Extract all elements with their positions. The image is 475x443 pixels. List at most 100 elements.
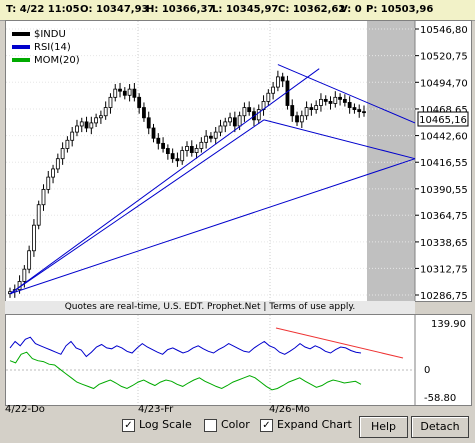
color-checkbox[interactable]: Color xyxy=(204,418,250,432)
mom-line xyxy=(9,351,362,391)
candle-body xyxy=(299,115,304,123)
candle-body xyxy=(280,76,285,82)
price-chart-panel[interactable]: 10546,80 10520,75 10494,70 10468,65 10442,60… xyxy=(5,20,472,302)
candle-body xyxy=(161,142,165,149)
expand-chart-checkbox[interactable]: ✓ Expand Chart xyxy=(260,418,352,432)
price-tick-label: 10286,75 xyxy=(420,291,468,301)
candle-body xyxy=(142,107,146,119)
price-chart[interactable]: 10546,80 10520,75 10494,70 10468,65 10442,60… xyxy=(6,21,471,302)
log-scale-box[interactable]: ✓ xyxy=(122,418,135,432)
candle-body xyxy=(209,135,213,139)
candle-body xyxy=(175,158,180,162)
candle-body xyxy=(36,204,41,226)
quote-low: L: 10345,97 xyxy=(212,4,279,15)
candle-body xyxy=(32,224,36,252)
indicator-axis-zero: 0 xyxy=(424,365,430,376)
price-axis: 10546,80 10520,75 10494,70 10468,65 10442,60… xyxy=(415,25,468,302)
candle-body xyxy=(285,80,290,106)
date-axis: 4/22-Do 4/23-Fr 4/26-Mo xyxy=(5,404,470,416)
candle-body xyxy=(22,268,27,282)
candle-body xyxy=(247,107,252,113)
date-label-2: 4/23-Fr xyxy=(138,404,174,415)
indicator-chart[interactable]: 139.90 0 -58.80 xyxy=(6,315,471,405)
indicator-panel[interactable]: 139.90 0 -58.80 xyxy=(5,314,472,406)
legend-label: MOM(20) xyxy=(34,55,80,66)
detach-button[interactable]: Detach xyxy=(411,416,469,438)
candle-body xyxy=(113,88,118,98)
candle-body xyxy=(357,109,362,113)
candle-body xyxy=(290,105,295,117)
candle-body xyxy=(46,176,51,190)
candle-body xyxy=(342,98,347,103)
trendline xyxy=(9,158,416,295)
candle-body xyxy=(98,115,103,119)
candle-body xyxy=(51,168,55,178)
candle-body xyxy=(275,76,280,88)
candle-body xyxy=(213,131,218,139)
candle-body xyxy=(333,96,338,104)
log-scale-checkbox[interactable]: ✓ Log Scale xyxy=(122,418,192,432)
candle-body xyxy=(323,98,328,102)
candle-body xyxy=(65,139,70,149)
candle-body xyxy=(232,117,237,127)
candle-body xyxy=(185,146,189,151)
price-tick-label: 10520,75 xyxy=(420,52,468,63)
legend-swatch xyxy=(12,58,30,62)
rsi-line xyxy=(9,336,362,358)
indicator-axis-top: 139.90 xyxy=(431,319,466,330)
candle-body xyxy=(89,122,94,129)
candle-body xyxy=(338,96,342,100)
candle-body xyxy=(137,96,142,108)
candle-body xyxy=(122,90,127,96)
candle-body xyxy=(156,137,161,144)
candle-body xyxy=(127,88,132,96)
candle-body xyxy=(118,88,122,92)
legend-swatch xyxy=(12,32,30,36)
candle-body xyxy=(165,148,170,154)
candle-body xyxy=(266,92,271,102)
candle-body xyxy=(271,86,276,94)
legend-swatch xyxy=(12,45,30,49)
legend-label: RSI(14) xyxy=(34,42,71,53)
price-tick-label: 10468,65 xyxy=(420,105,468,116)
candle-body xyxy=(194,148,199,153)
color-label: Color xyxy=(221,418,250,431)
candle-body xyxy=(27,250,32,270)
price-tick-label: 10312,75 xyxy=(420,264,468,275)
last-price-label: 10465,16 xyxy=(419,115,467,126)
trendlines-group xyxy=(9,64,416,295)
candle-body xyxy=(60,148,65,160)
candle-body xyxy=(352,107,357,111)
candle-body xyxy=(189,146,194,153)
candle-body xyxy=(151,127,156,139)
candle-body xyxy=(79,121,84,127)
candle-body xyxy=(146,117,151,129)
price-tick-label: 10546,80 xyxy=(420,25,468,36)
candles-group xyxy=(8,70,366,298)
candle-body xyxy=(328,101,333,104)
price-tick-label: 10494,70 xyxy=(420,78,468,89)
legend-label: $INDU xyxy=(34,29,66,40)
candle-body xyxy=(314,105,319,111)
candle-body xyxy=(218,125,223,133)
date-label-3: 4/26-Mo xyxy=(269,404,310,415)
candle-body xyxy=(199,141,204,149)
candle-body xyxy=(204,135,209,143)
price-tick-label: 10442,60 xyxy=(420,132,468,143)
candle-body xyxy=(309,107,314,111)
trendline xyxy=(9,68,320,295)
trendline xyxy=(277,64,416,124)
price-tick-label: 10364,75 xyxy=(420,211,468,222)
candle-body xyxy=(319,98,323,106)
help-button[interactable]: Help xyxy=(359,416,408,438)
data-notice[interactable]: Quotes are real-time, U.S. EDT. Prophet.… xyxy=(5,301,415,314)
expand-chart-box[interactable]: ✓ xyxy=(260,418,273,432)
candle-body xyxy=(295,115,299,123)
color-box[interactable] xyxy=(204,418,217,432)
rsi-trendline xyxy=(275,327,404,359)
last-price-box xyxy=(417,111,469,127)
candle-body xyxy=(223,121,228,127)
price-tick-label: 10390,55 xyxy=(420,185,468,196)
candle-body xyxy=(41,188,46,206)
